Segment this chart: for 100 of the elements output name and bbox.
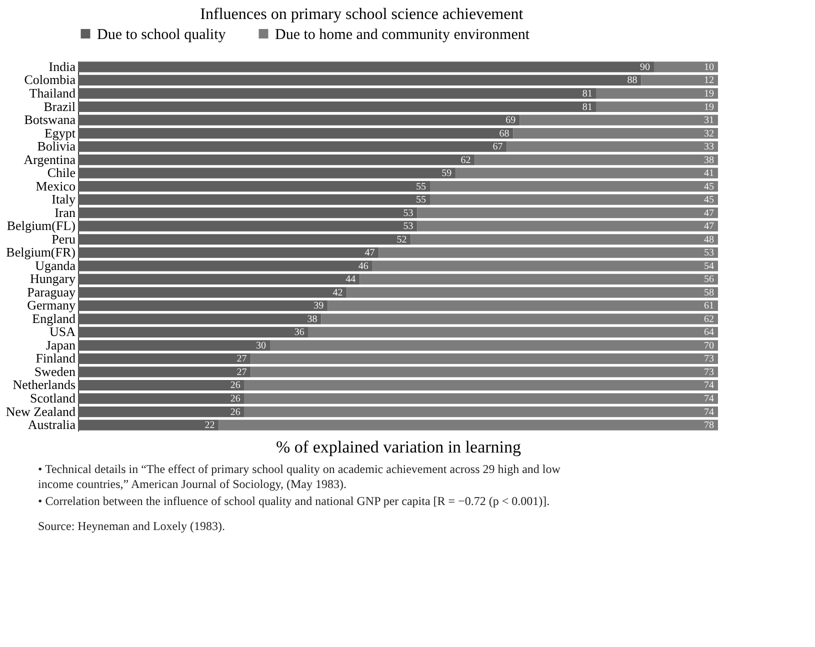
data-label: 81 [582,102,592,113]
data-label: 26 [230,380,240,392]
data-label: 10 [704,62,714,73]
data-label: 38 [307,314,318,325]
data-label: 32 [704,128,714,140]
data-label: 27 [236,354,247,365]
bar [417,208,718,218]
data-label: 67 [492,142,503,153]
y-tick-label: Netherlands [12,377,76,392]
data-label: 41 [704,168,714,180]
bar [78,234,411,245]
legend-label: Due to home and community environment [275,26,530,43]
data-label: 56 [704,274,714,286]
y-tick-label: Peru [52,231,76,246]
bar [513,128,718,139]
data-label: 30 [256,340,266,352]
bar [78,114,520,126]
bar [328,300,718,311]
data-label: 90 [640,62,650,73]
data-label: 48 [704,234,714,246]
bar [641,74,718,86]
data-label: 53 [403,208,414,219]
bar [346,287,718,298]
bar [78,141,507,152]
bar [244,393,718,404]
data-label: 45 [704,194,714,206]
data-label: 55 [416,194,426,206]
data-label: 26 [230,406,240,418]
data-label: 73 [704,354,714,365]
bar [506,141,718,152]
bar [78,220,418,232]
data-label: 70 [704,340,714,352]
y-tick-label: Scotland [30,390,76,406]
data-label: 52 [396,234,407,246]
chart-title: Influences on primary school science achievement [200,6,524,23]
bar [78,380,244,391]
data-label: 12 [704,75,714,86]
bar [250,366,718,378]
data-label: 44 [346,274,356,286]
data-label: 54 [704,260,714,272]
y-tick-label: Thailand [29,85,76,100]
data-label: 47 [704,208,714,219]
data-label: 45 [704,181,714,192]
data-label: 74 [704,406,714,418]
y-tick-label: Belgium(FR) [6,244,76,260]
data-label: 47 [364,248,375,259]
bar [78,300,328,311]
bar [218,420,718,430]
bar [78,314,322,324]
data-label: 62 [704,314,714,325]
bar [78,74,642,86]
data-label: 78 [704,420,714,432]
text: • Technical details in “The effect of primary school quality on academic achievement across 29 high and low income countries,” American Journal of Sociology, (May 1983). [38,462,561,491]
y-tick-label: Sweden [34,364,76,379]
bar [78,353,251,364]
bar [78,194,430,205]
y-tick-label: Bolivia [37,138,76,154]
bar [78,393,244,404]
y-tick-label: Botswana [24,112,76,128]
bar [78,406,244,418]
y-tick-label: Colombia [24,72,76,88]
data-label: 19 [704,88,714,100]
bar [654,62,718,72]
data-label: 27 [236,366,247,378]
y-tick-label: Australia [28,417,76,432]
bar [78,168,456,178]
bar [596,101,718,112]
y-tick-label: Brazil [44,98,76,114]
data-label: 59 [442,168,452,180]
data-label: 39 [314,300,324,312]
data-label: 22 [204,420,215,432]
bar [410,234,718,245]
bar [250,353,718,364]
bar [378,247,718,258]
bar [78,340,270,351]
data-label: 26 [230,394,240,405]
bar [78,154,475,166]
y-tick-label: Japan [46,337,76,352]
bar [78,287,347,298]
data-label: 61 [704,300,714,312]
bar [430,194,718,205]
data-label: 33 [704,142,714,153]
bar [78,181,430,192]
y-tick-label: Argentina [24,152,76,167]
data-label: 19 [704,102,714,113]
data-label: 81 [582,88,592,100]
bar [78,62,654,72]
bar [308,326,718,338]
y-tick-label: Belgium(FL) [6,218,76,234]
data-label: 31 [704,115,714,126]
bar [244,380,718,391]
bar [78,326,308,338]
data-label: 38 [704,154,714,166]
y-tick-label: New Zealand [6,404,76,419]
y-tick-label: Italy [52,192,76,207]
bar [78,88,596,99]
data-label: 55 [416,181,426,192]
data-label: 36 [294,327,304,338]
bar [78,274,360,284]
bar [456,168,718,178]
